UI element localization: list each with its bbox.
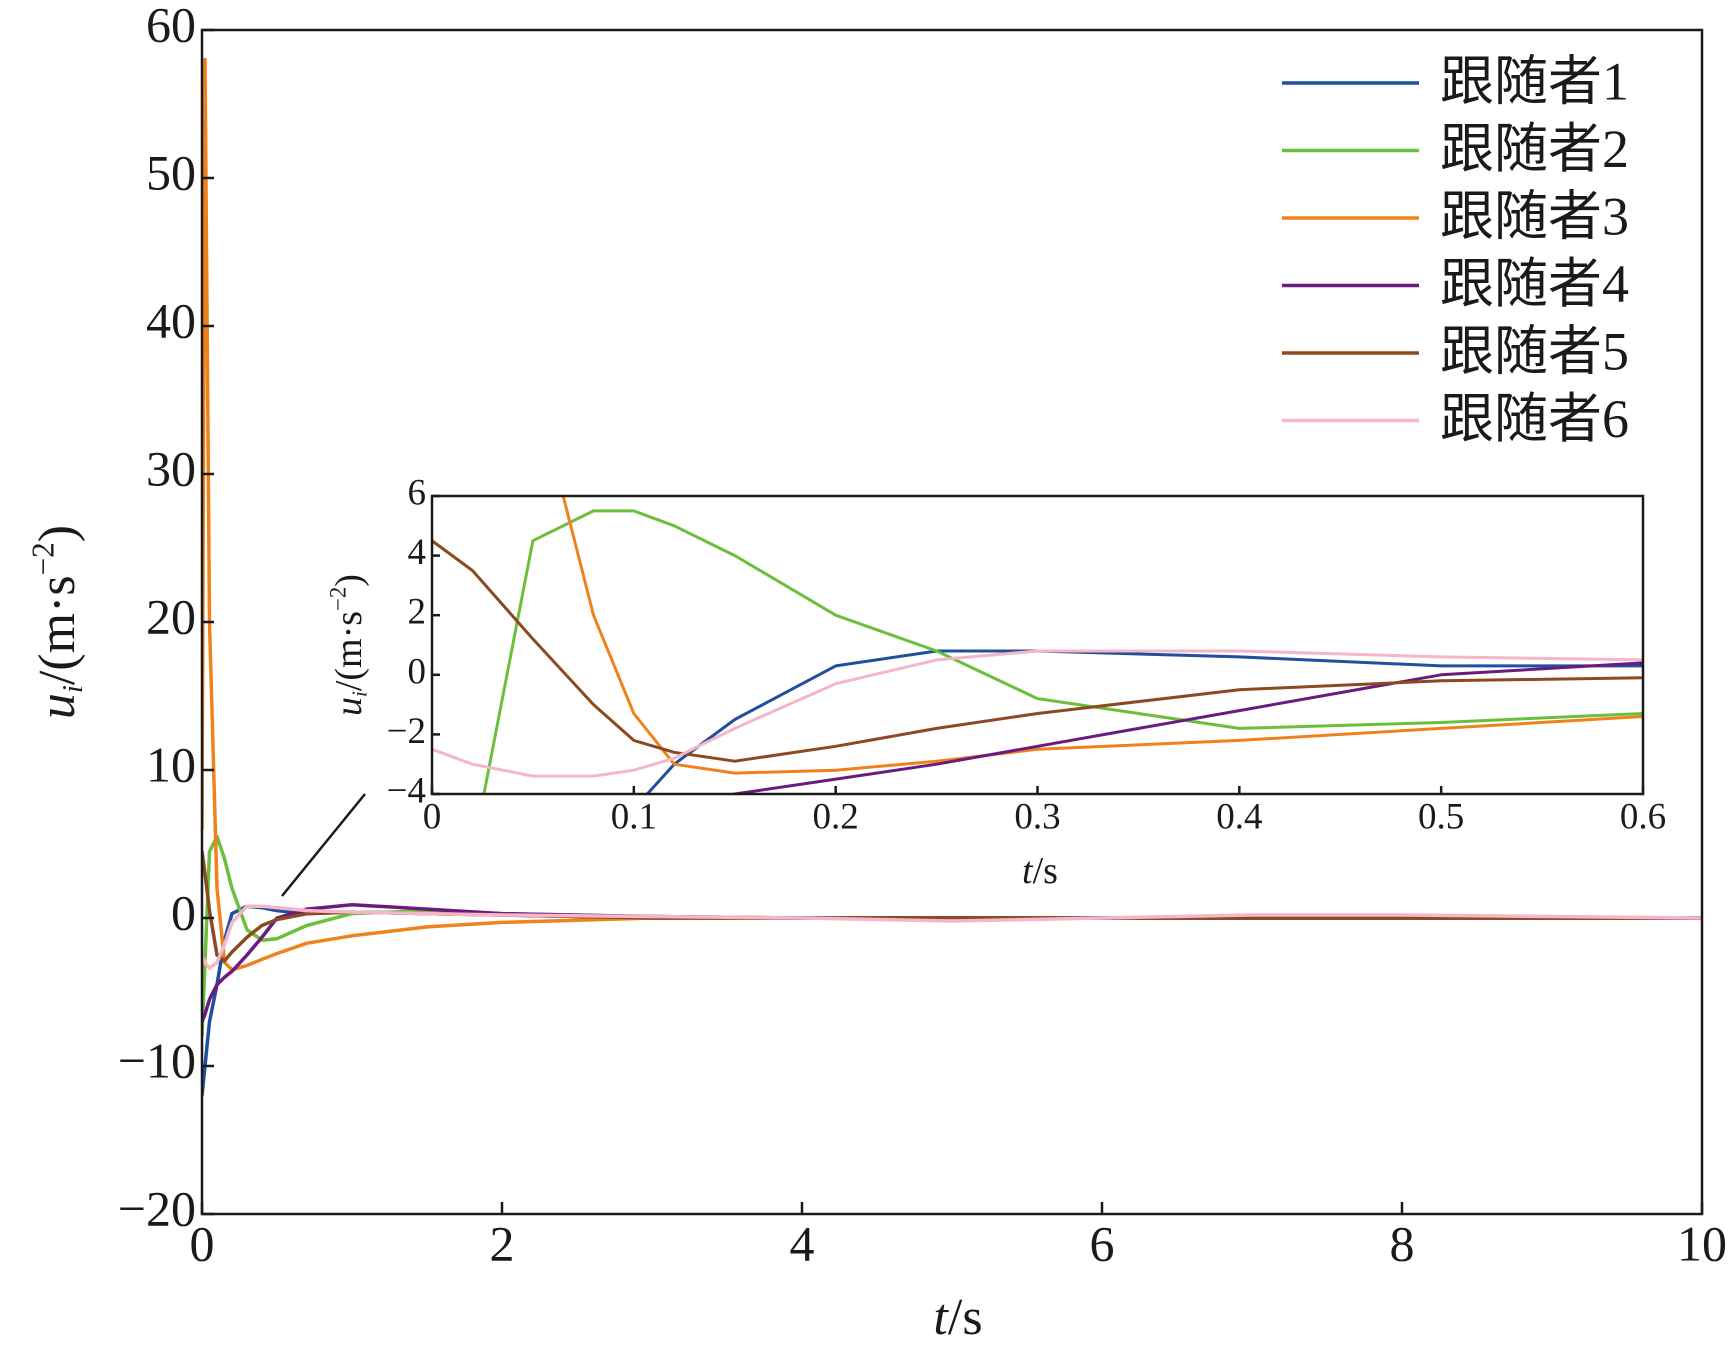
- x-axis-label-unit: /s: [948, 1289, 983, 1346]
- y-tick-label: 60: [146, 0, 196, 52]
- series-line: [432, 496, 1643, 775]
- x-tick-label: 4: [790, 1215, 815, 1271]
- x-tick-label: 0: [423, 796, 442, 837]
- y-tick-label: 30: [146, 440, 196, 496]
- x-tick-label: 0.5: [1418, 796, 1464, 837]
- inset-background: [432, 496, 1643, 794]
- y-axis-label-var: u: [328, 697, 370, 716]
- y-tick-label: 2: [408, 592, 427, 633]
- legend-label: 跟随者5: [1440, 321, 1629, 381]
- series-line: [432, 649, 1643, 778]
- series-line: [432, 539, 1643, 763]
- legend-label: 跟随者4: [1440, 254, 1629, 314]
- y-tick-label: 4: [408, 532, 427, 573]
- y-tick-label: 0: [408, 651, 427, 692]
- y-tick-label: 6: [408, 472, 427, 513]
- x-axis-label-var: t: [1022, 850, 1034, 892]
- series-line: [645, 649, 1643, 794]
- y-axis-label-sup: −2: [326, 587, 351, 611]
- legend-label: 跟随者2: [1440, 119, 1629, 179]
- y-axis-label-close: ): [328, 574, 370, 587]
- legend-label: 跟随者1: [1440, 51, 1629, 111]
- y-axis-label-unit: /(m·s: [29, 575, 86, 685]
- y-tick-label: −2: [387, 711, 426, 752]
- x-tick-label: 0: [190, 1215, 215, 1271]
- x-tick-label: 10: [1677, 1215, 1727, 1271]
- y-tick-label: 0: [171, 884, 196, 940]
- y-axis-label-sup: −2: [26, 542, 61, 575]
- x-tick-label: 2: [490, 1215, 515, 1271]
- x-tick-label: 0.4: [1216, 796, 1262, 837]
- legend-label: 跟随者3: [1440, 186, 1629, 246]
- x-tick-label: 0.1: [611, 796, 657, 837]
- y-tick-label: 40: [146, 292, 196, 348]
- x-tick-label: 0.3: [1014, 796, 1060, 837]
- y-tick-label: 20: [146, 588, 196, 644]
- series-line: [724, 661, 1643, 794]
- series-line: [202, 851, 1702, 963]
- zoom-connector: [281, 793, 366, 897]
- x-axis-label: t/s: [933, 1289, 982, 1346]
- series-line: [202, 904, 1702, 1096]
- series-line: [482, 509, 1643, 794]
- series-line: [202, 904, 1702, 971]
- y-axis-label: ui/(m·s−2): [26, 525, 89, 719]
- y-tick-label: −10: [118, 1032, 196, 1088]
- x-axis-label-var: t: [933, 1289, 949, 1346]
- y-axis-label-sub: i: [58, 685, 89, 693]
- x-tick-label: 0.2: [813, 796, 859, 837]
- series-line: [202, 834, 1702, 1037]
- legend-label: 跟随者6: [1440, 389, 1629, 449]
- y-tick-label: −20: [118, 1180, 196, 1236]
- y-tick-label: 50: [146, 144, 196, 200]
- y-axis-label-sub: i: [347, 691, 371, 697]
- y-axis-label-unit: /(m·s: [328, 611, 370, 691]
- y-axis-label-var: u: [29, 693, 86, 719]
- plot-area: [432, 496, 1643, 794]
- y-axis-label: ui/(m·s−2): [326, 574, 371, 716]
- y-axis-label-close: ): [29, 525, 86, 542]
- x-axis-label-unit: /s: [1033, 850, 1058, 892]
- x-axis-label: t/s: [1022, 850, 1058, 892]
- y-tick-label: −4: [387, 770, 426, 811]
- plot-area: [202, 57, 1702, 1096]
- x-tick-label: 6: [1090, 1215, 1115, 1271]
- x-tick-label: 0.6: [1620, 796, 1666, 837]
- y-tick-label: 10: [146, 736, 196, 792]
- x-tick-label: 8: [1390, 1215, 1415, 1271]
